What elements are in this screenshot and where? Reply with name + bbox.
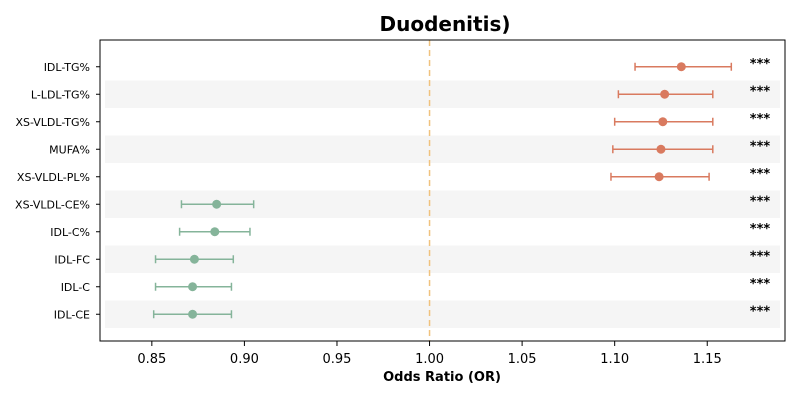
or-point: [189, 254, 199, 264]
data-marks: [152, 62, 733, 319]
y-tick-label: XS-VLDL-TG%: [15, 116, 90, 129]
y-tick-label: L-LDL-TG%: [31, 88, 90, 101]
x-axis-label: Odds Ratio (OR): [383, 370, 501, 385]
y-tick-label: IDL-C%: [50, 226, 90, 239]
y-tick-label: IDL-C: [61, 281, 91, 294]
y-tick-labels: IDL-TG% L-LDL-TG% XS-VLDL-TG% MUFA% XS-VLDL-…: [15, 61, 100, 321]
x-tick-label: 0.85: [137, 352, 166, 367]
or-point: [658, 117, 668, 127]
x-tick-label: 1.10: [600, 352, 629, 367]
significance-label: ***: [750, 249, 771, 264]
x-tick-label: 1.05: [508, 352, 537, 367]
y-tick-label: MUFA%: [49, 143, 90, 156]
x-tick-label: 1.00: [415, 352, 444, 367]
or-point: [188, 309, 198, 319]
x-tick-label: 0.95: [322, 352, 351, 367]
significance-labels: *** *** *** *** *** *** *** *** *** ***: [750, 57, 771, 320]
y-tick-label: IDL-TG%: [44, 61, 90, 74]
significance-label: ***: [750, 222, 771, 237]
y-tick-label: XS-VLDL-CE%: [15, 198, 90, 211]
significance-label: ***: [750, 139, 771, 154]
significance-label: ***: [750, 112, 771, 127]
significance-label: ***: [750, 304, 771, 319]
plot-frame: [99, 39, 786, 342]
or-point: [654, 172, 664, 182]
significance-label: ***: [750, 84, 771, 99]
x-tick-label: 1.15: [693, 352, 722, 367]
or-point: [676, 62, 686, 72]
or-point: [188, 282, 198, 292]
significance-label: ***: [750, 194, 771, 209]
x-tick-label: 0.90: [230, 352, 259, 367]
or-point: [660, 89, 670, 99]
y-tick-label: IDL-FC: [54, 253, 90, 266]
significance-label: ***: [750, 57, 771, 72]
chart-title: Duodenitis): [379, 12, 510, 36]
or-point: [656, 144, 666, 154]
y-tick-label: IDL-CE: [54, 308, 90, 321]
significance-label: ***: [750, 277, 771, 292]
x-ticks: 0.85 0.90 0.95 1.00 1.05 1.10 1.15: [137, 341, 722, 367]
y-tick-label: XS-VLDL-PL%: [17, 171, 90, 184]
or-point: [212, 199, 222, 209]
significance-label: ***: [750, 167, 771, 182]
or-point: [210, 227, 220, 237]
